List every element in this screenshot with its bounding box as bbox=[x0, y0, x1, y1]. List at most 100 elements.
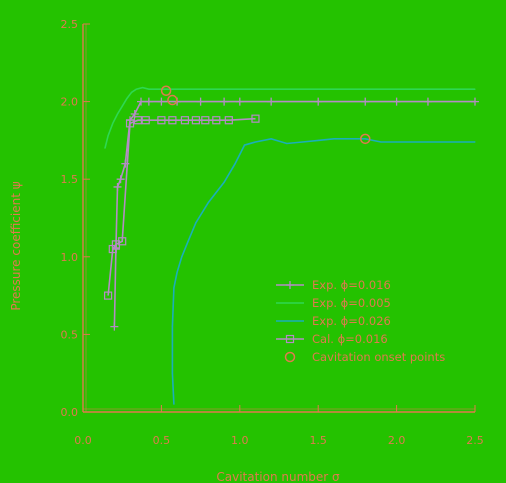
data-point bbox=[239, 88, 241, 90]
legend-label: Exp. ϕ=0.026 bbox=[312, 314, 391, 328]
y-tick-label: 1.0 bbox=[61, 251, 79, 264]
data-point bbox=[104, 147, 106, 149]
data-point bbox=[160, 85, 172, 96]
data-point bbox=[317, 139, 319, 141]
data-point bbox=[427, 141, 429, 143]
data-point bbox=[137, 97, 146, 106]
legend-swatch-marker bbox=[286, 281, 294, 289]
data-point bbox=[474, 88, 476, 90]
data-point bbox=[314, 97, 323, 106]
legend-item: Cal. ϕ=0.016 bbox=[276, 332, 388, 346]
data-point bbox=[113, 182, 122, 191]
series-layer bbox=[103, 85, 479, 405]
data-point bbox=[121, 105, 123, 107]
x-tick-label: 2.5 bbox=[466, 434, 484, 447]
data-point bbox=[141, 87, 144, 89]
data-point bbox=[251, 114, 260, 123]
data-point bbox=[396, 88, 398, 90]
y-tick-label: 2.5 bbox=[61, 18, 79, 31]
data-point bbox=[168, 116, 177, 125]
data-point bbox=[392, 97, 401, 106]
data-point bbox=[167, 94, 178, 106]
data-point bbox=[207, 201, 210, 204]
data-point bbox=[181, 256, 183, 258]
data-point bbox=[118, 237, 127, 246]
axes-layer: 0.0 0.5 1.0 1.5 2.0 2.5 0.0 0.5 1.0 1.5 2.0 2.5 bbox=[61, 18, 484, 447]
legend-label: Exp. ϕ=0.005 bbox=[312, 296, 391, 310]
y-tick-label: 1.5 bbox=[61, 173, 79, 186]
data-point bbox=[474, 141, 476, 143]
data-point bbox=[317, 88, 319, 90]
data-point bbox=[234, 163, 236, 165]
data-point bbox=[110, 322, 119, 331]
data-point bbox=[116, 113, 119, 115]
y-axis-title: Pressure coefficient ψ bbox=[9, 181, 23, 310]
y-tick-label: 2.0 bbox=[61, 96, 79, 109]
data-point bbox=[171, 326, 173, 328]
data-point bbox=[364, 138, 366, 140]
data-point bbox=[135, 88, 137, 90]
data-point bbox=[235, 97, 244, 106]
data-point bbox=[180, 116, 190, 125]
legend-label: Cal. ϕ=0.016 bbox=[312, 332, 388, 346]
series-3 bbox=[171, 137, 476, 405]
data-point bbox=[125, 119, 135, 128]
data-point bbox=[107, 135, 109, 137]
legend-label: Exp. ϕ=0.016 bbox=[312, 278, 391, 292]
data-point bbox=[270, 138, 272, 140]
series-line bbox=[113, 100, 475, 327]
data-point bbox=[173, 403, 175, 405]
data-point bbox=[195, 222, 197, 224]
data-point bbox=[168, 88, 170, 90]
x-tick-label: 1.5 bbox=[309, 434, 327, 447]
data-point bbox=[192, 88, 194, 90]
data-point bbox=[131, 91, 133, 93]
data-point bbox=[173, 287, 175, 289]
data-point bbox=[286, 142, 288, 145]
data-point bbox=[196, 97, 205, 106]
data-point bbox=[223, 181, 225, 183]
data-point bbox=[348, 138, 351, 140]
legend-swatch-marker bbox=[285, 334, 295, 344]
data-point bbox=[187, 240, 189, 242]
legend-label: Cavitation onset points bbox=[312, 350, 445, 364]
data-point bbox=[220, 97, 229, 106]
series-4 bbox=[103, 114, 260, 300]
data-point bbox=[157, 88, 159, 90]
legend-swatch-marker bbox=[284, 351, 296, 363]
x-tick-label: 2.0 bbox=[388, 434, 406, 447]
data-point bbox=[301, 141, 304, 143]
data-point bbox=[333, 138, 335, 140]
legend-item: Exp. ϕ=0.016 bbox=[276, 278, 391, 292]
data-point bbox=[201, 116, 210, 125]
x-axis-title: Cavitation number σ bbox=[216, 470, 340, 483]
series-5 bbox=[160, 85, 371, 145]
data-point bbox=[212, 116, 221, 125]
data-point bbox=[359, 133, 371, 145]
data-point bbox=[116, 175, 125, 184]
data-point bbox=[126, 97, 128, 100]
data-point bbox=[144, 97, 153, 106]
x-tick-label: 0.0 bbox=[74, 434, 92, 447]
data-point bbox=[157, 97, 166, 106]
data-point bbox=[243, 144, 246, 146]
legend: Exp. ϕ=0.016 Exp. ϕ=0.005 Exp. ϕ=0.026 Cal.… bbox=[276, 278, 445, 364]
data-point bbox=[361, 97, 370, 106]
series-line bbox=[171, 137, 475, 405]
data-point bbox=[133, 116, 142, 125]
x-tick-label: 1.0 bbox=[231, 434, 249, 447]
data-point bbox=[396, 141, 398, 143]
data-point bbox=[112, 122, 114, 124]
data-point bbox=[471, 97, 479, 106]
y-tick-label: 0.5 bbox=[61, 328, 79, 341]
data-point bbox=[191, 116, 200, 125]
data-point bbox=[141, 116, 150, 125]
data-point bbox=[267, 97, 276, 106]
data-point bbox=[148, 88, 150, 90]
data-point bbox=[171, 372, 173, 374]
data-point bbox=[224, 116, 233, 125]
data-point bbox=[103, 291, 113, 300]
